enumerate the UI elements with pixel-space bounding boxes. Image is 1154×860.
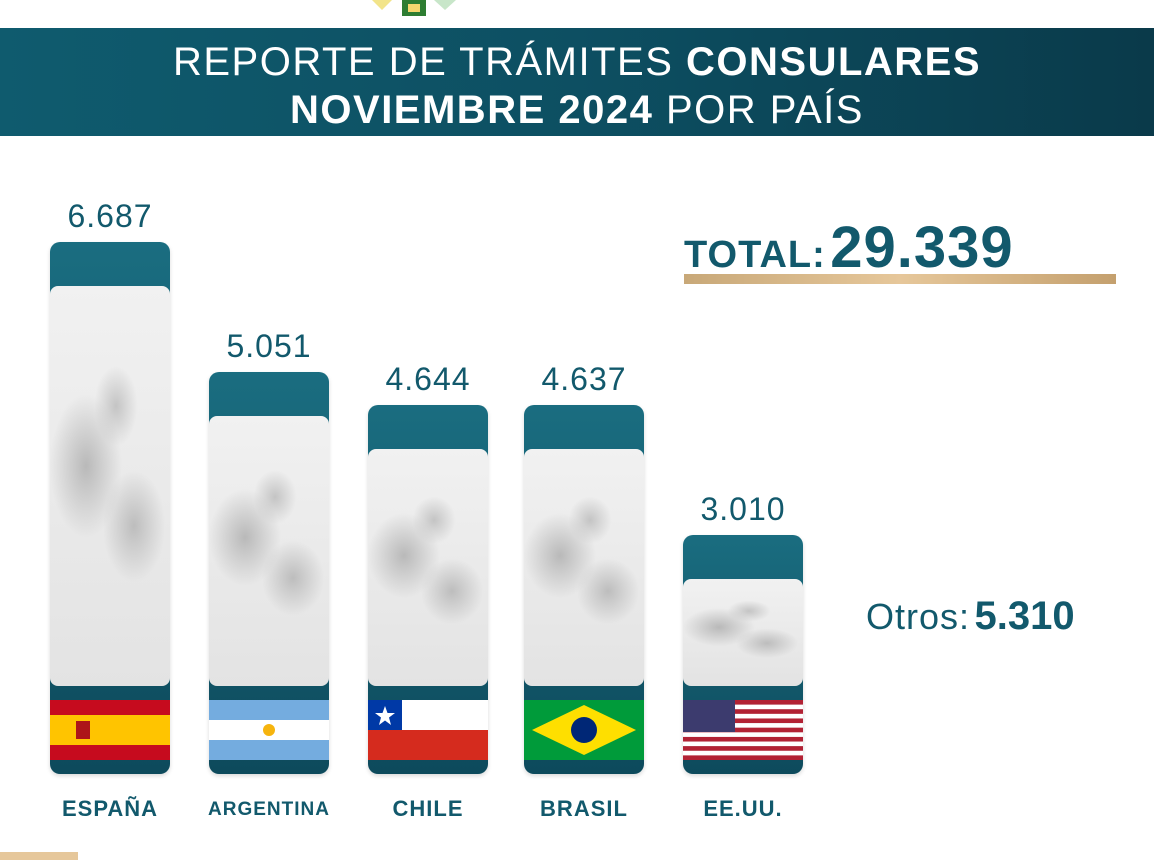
otros-label: Otros: <box>866 596 971 637</box>
total-value: 29.339 <box>830 215 1014 280</box>
otros-value: 5.310 <box>974 594 1075 638</box>
bar-value-label: 4.637 <box>541 361 627 397</box>
category-label: CHILE <box>392 796 464 821</box>
bar-value-label: 4.644 <box>385 361 471 397</box>
bar-value-label: 3.010 <box>700 491 786 527</box>
title-line-2: NOVIEMBRE 2024 POR PAÍS <box>0 88 1154 133</box>
category-label: ESPAÑA <box>61 796 159 821</box>
bar-chile <box>368 405 488 774</box>
total-underline <box>684 274 1116 284</box>
title-bold-1: CONSULARES <box>686 40 982 84</box>
chile-flag <box>368 700 488 760</box>
logo <box>372 0 456 16</box>
bar-value-label: 6.687 <box>67 198 153 234</box>
usa-flag <box>683 700 803 760</box>
bar-argentina <box>209 372 329 774</box>
title-light-1: REPORTE DE TRÁMITES <box>172 40 674 84</box>
total-label: TOTAL: <box>684 234 826 276</box>
bar-spain <box>50 242 170 774</box>
world-map-background <box>50 286 170 686</box>
world-map-background <box>683 579 803 686</box>
category-label: BRASIL <box>540 796 628 821</box>
bottom-accent <box>0 852 78 860</box>
bar-brazil <box>524 405 644 774</box>
argentina-flag <box>209 700 329 760</box>
title-line-1: REPORTE DE TRÁMITES CONSULARES <box>0 40 1154 85</box>
category-label: ARGENTINA <box>208 799 330 820</box>
world-map-background <box>368 449 488 686</box>
total-block: TOTAL: 29.339 <box>684 214 1116 280</box>
brazil-flag <box>524 700 644 760</box>
title-banner: REPORTE DE TRÁMITES CONSULARES NOVIEMBRE… <box>0 28 1154 136</box>
category-label: EE.UU. <box>703 796 783 821</box>
bar-value-label: 5.051 <box>226 328 312 364</box>
bar-usa <box>683 535 803 774</box>
world-map-background <box>524 449 644 686</box>
spain-flag <box>50 700 170 760</box>
title-bold-2: NOVIEMBRE 2024 <box>290 88 654 132</box>
world-map-background <box>209 416 329 686</box>
otros-block: Otros: 5.310 <box>866 594 1075 639</box>
title-light-2: POR PAÍS <box>665 88 864 132</box>
